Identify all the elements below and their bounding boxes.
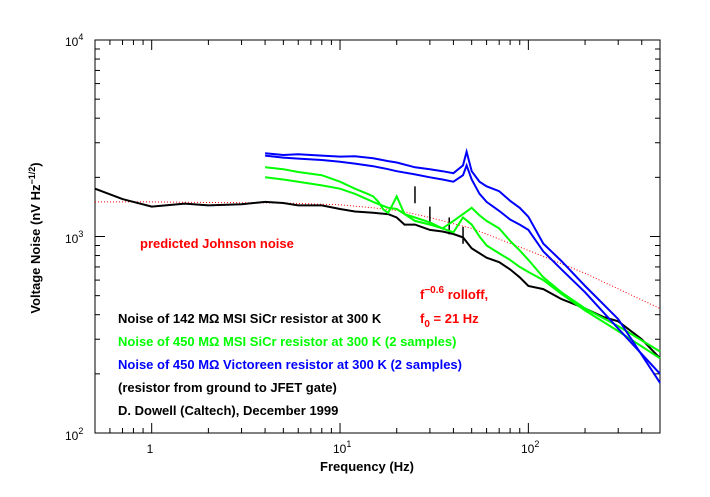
legend-resistor-note: (resistor from ground to JFET gate) [118, 380, 337, 395]
rolloff-f0-label: f0 = 21 Hz [420, 311, 479, 330]
legend-142-msi: Noise of 142 MΩ MSI SiCr resistor at 300… [118, 311, 382, 326]
rolloff-label: f−0.6 rolloff, [420, 285, 488, 302]
y-tick-label-1000: 103 [65, 229, 83, 246]
series-5-line [265, 147, 661, 384]
y-tick-label-100: 102 [65, 426, 83, 443]
series-1-line [94, 187, 661, 359]
legend-450-msi: Noise of 450 MΩ MSI SiCr resistor at 300… [118, 334, 456, 349]
johnson-noise-line [95, 201, 661, 309]
legend-450-victoreen: Noise of 450 MΩ Victoreen resistor at 30… [118, 357, 462, 372]
x-tick-label-10: 101 [333, 439, 351, 456]
x-tick-label-100: 102 [521, 439, 539, 456]
x-axis-title: Frequency (Hz) [320, 459, 414, 474]
series-6-line [264, 154, 661, 375]
series-layer [94, 147, 661, 384]
series-3-line [264, 166, 661, 353]
y-axis-title: Voltage Noise (nV Hz−1/2) [27, 162, 43, 313]
y-tick-label-10000: 104 [65, 32, 83, 49]
x-tick-label-1: 1 [147, 442, 154, 456]
axis-ticks [94, 39, 661, 434]
legend-credit: D. Dowell (Caltech), December 1999 [118, 403, 338, 418]
johnson-noise-label: predicted Johnson noise [140, 236, 294, 251]
series-4-line [264, 176, 661, 360]
